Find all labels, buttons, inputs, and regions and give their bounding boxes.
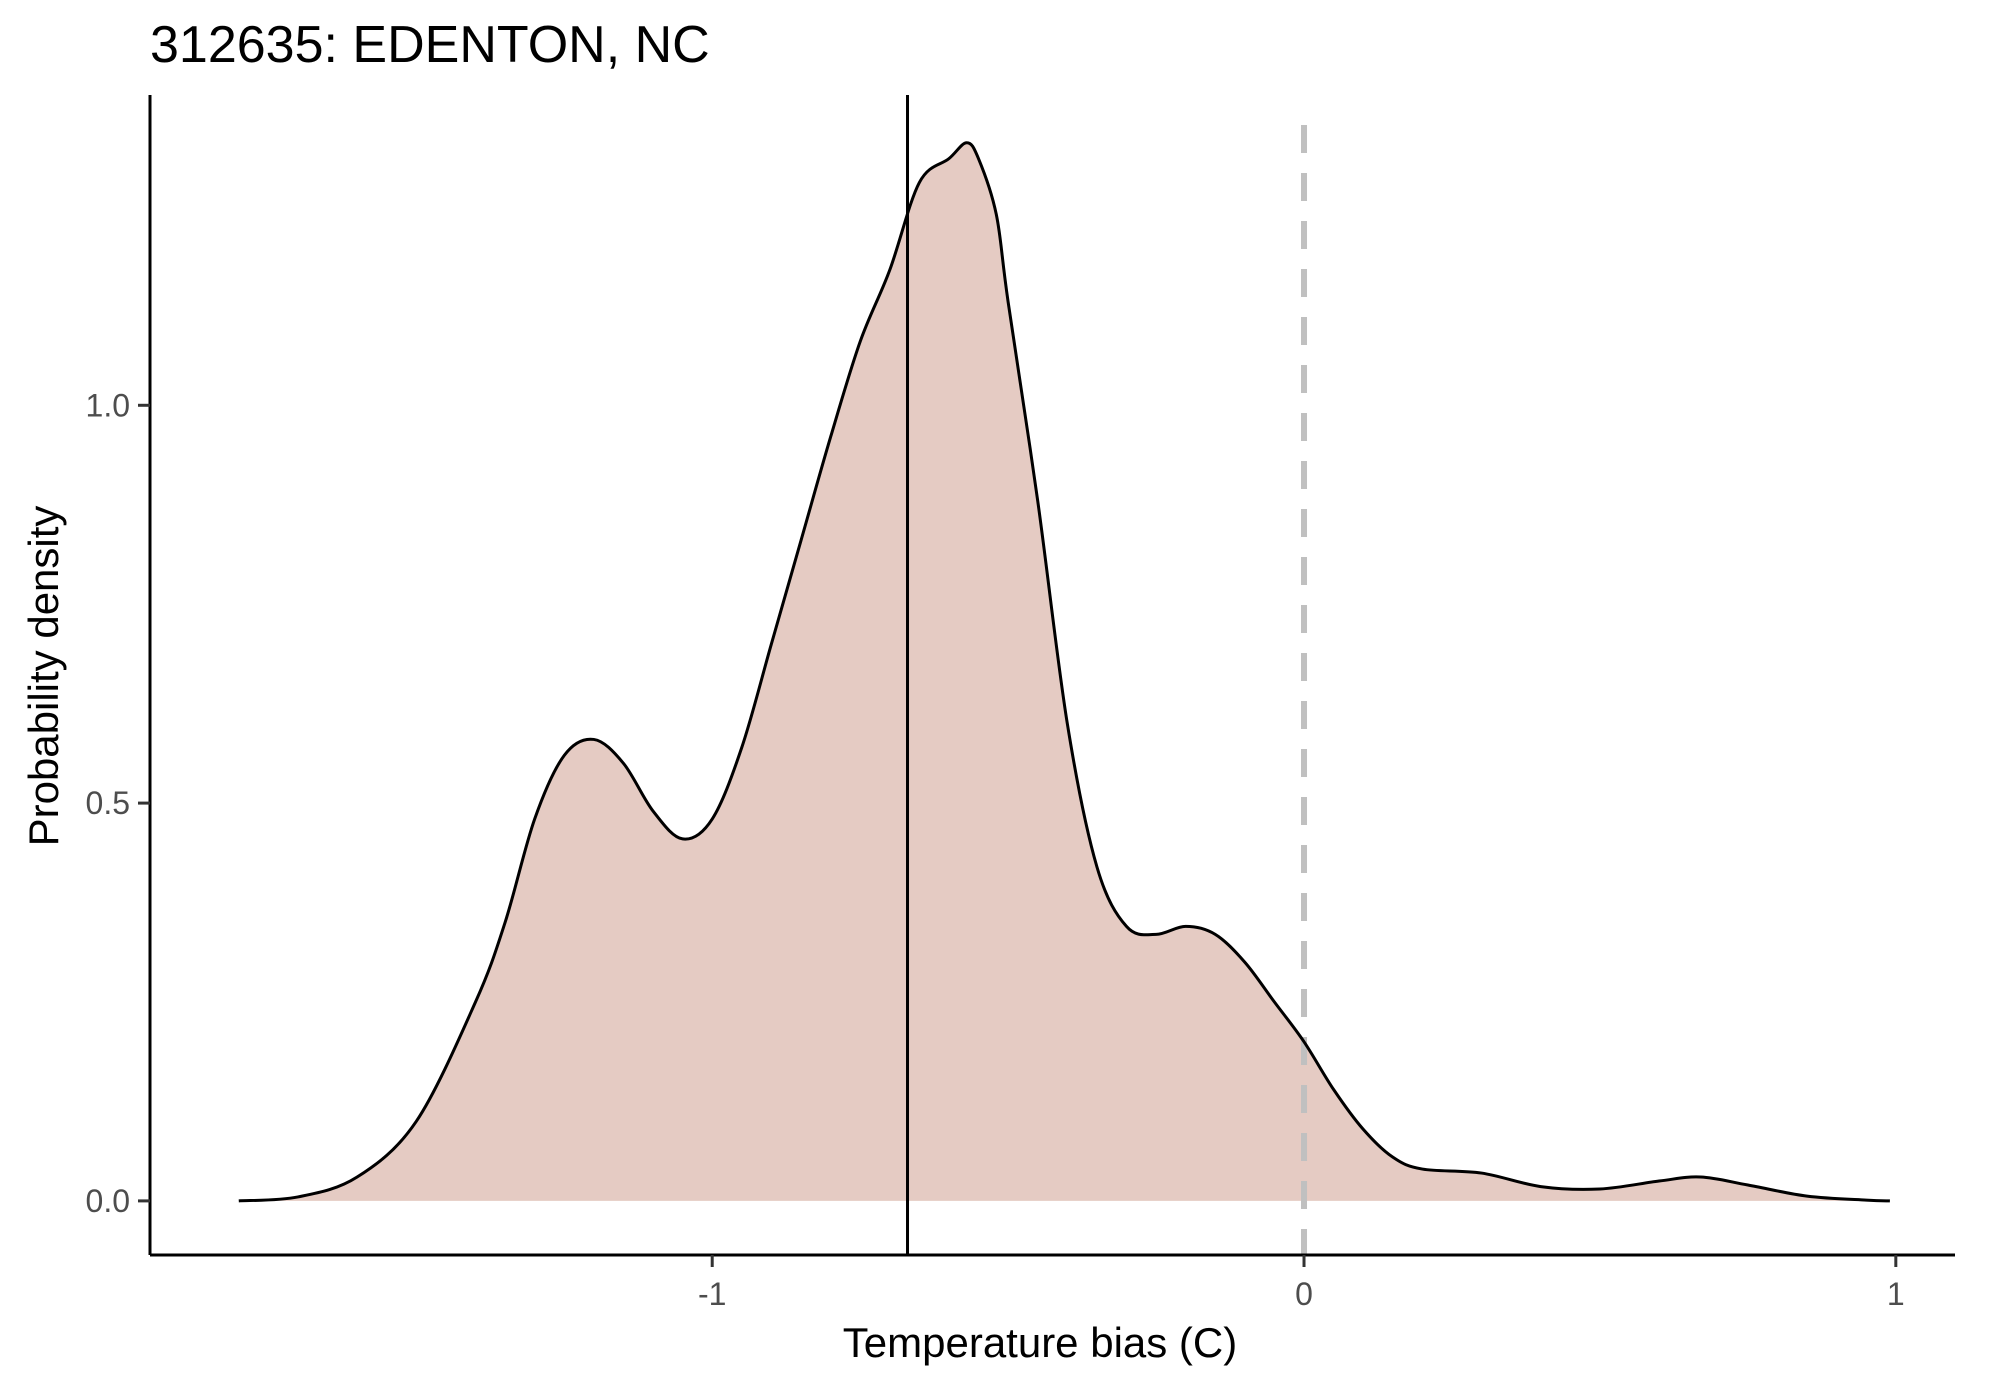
y-axis-title: Probability density xyxy=(20,506,67,847)
x-axis-title: Temperature bias (C) xyxy=(843,1319,1237,1366)
x-tick-label: 1 xyxy=(1887,1276,1905,1312)
x-tick-label: 0 xyxy=(1295,1276,1313,1312)
density-curve xyxy=(238,141,1890,1203)
y-tick-label: 0.0 xyxy=(86,1183,130,1219)
y-tick-label: 1.0 xyxy=(86,387,130,423)
density-area xyxy=(238,142,1890,1201)
plot-area: -1 0 1 0.0 0.5 1.0 xyxy=(86,95,1955,1312)
chart-title: 312635: EDENTON, NC xyxy=(150,16,710,74)
y-tick-label: 0.5 xyxy=(86,785,130,821)
x-tick-label: -1 xyxy=(698,1276,726,1312)
